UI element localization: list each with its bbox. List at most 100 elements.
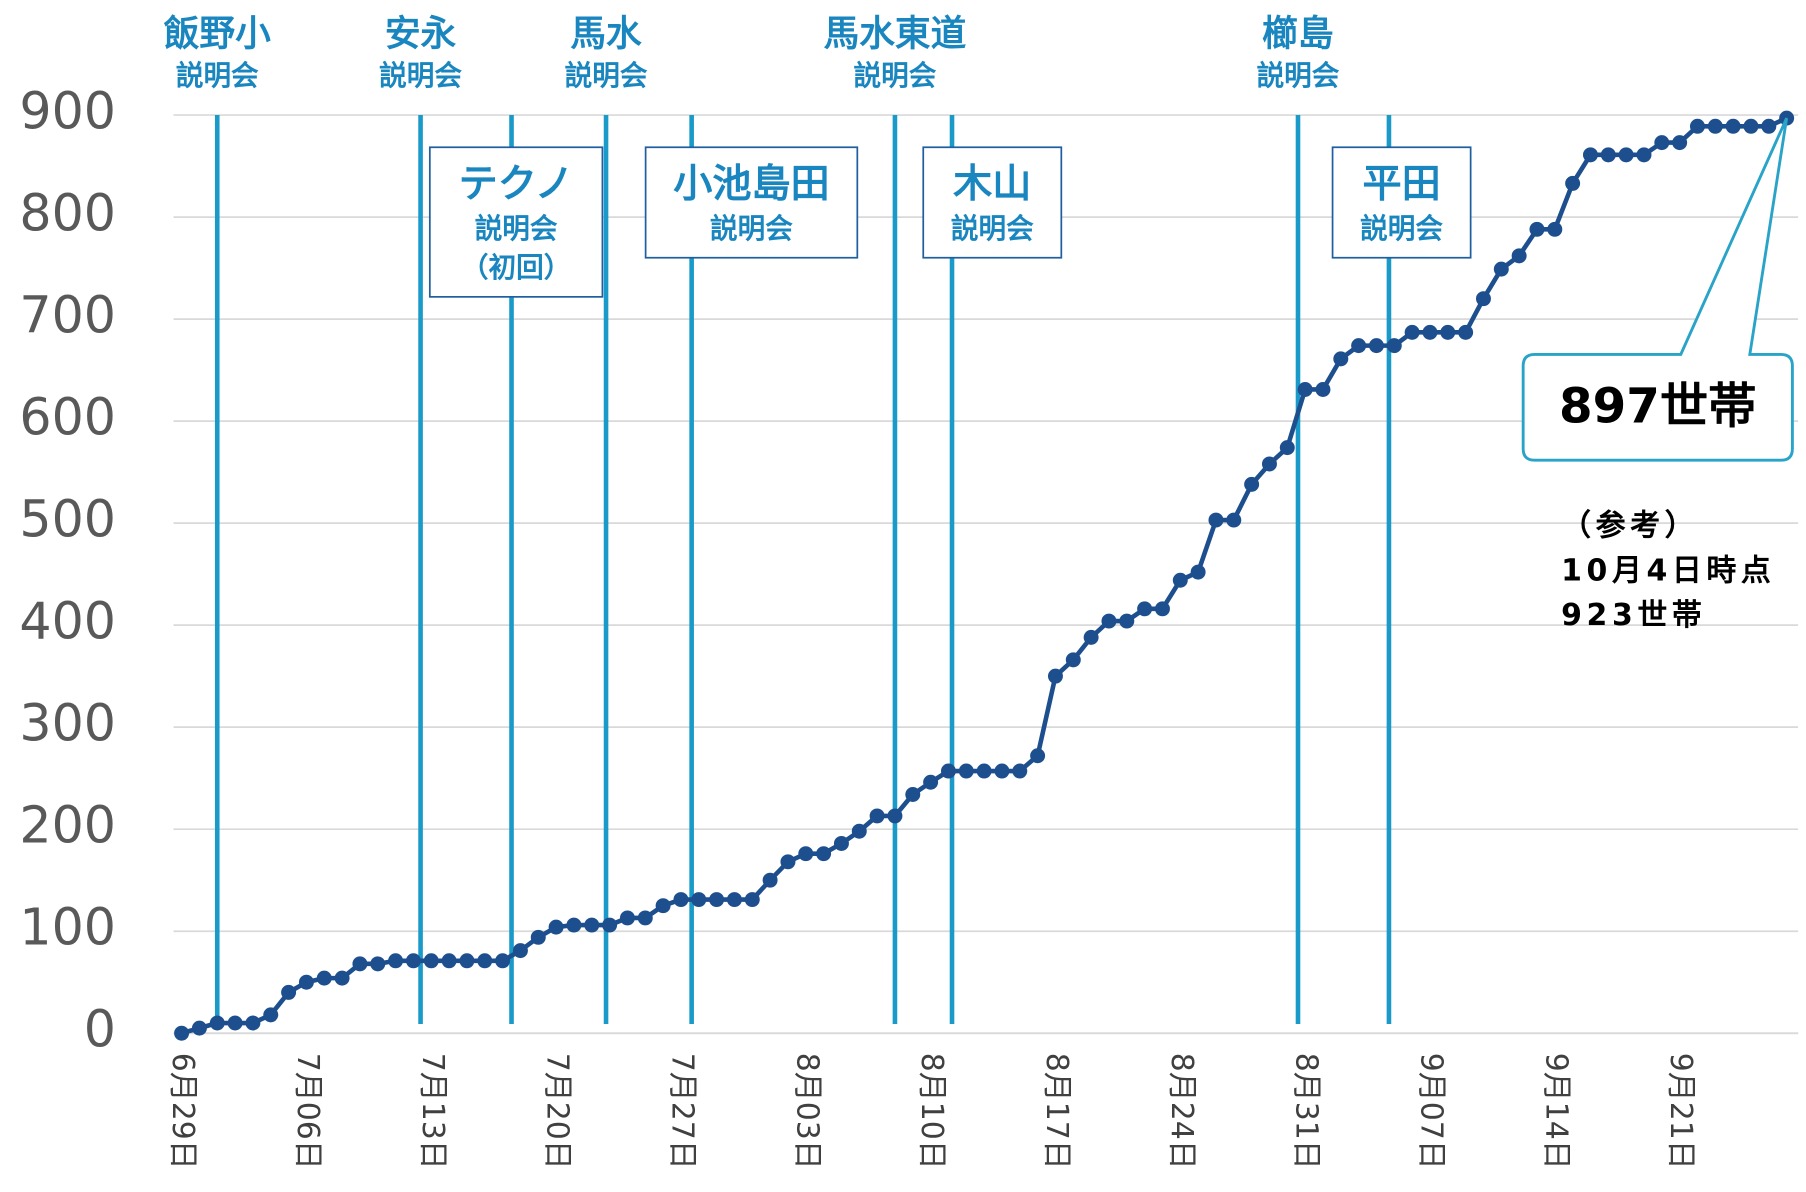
data-point xyxy=(298,974,314,990)
event-label: 小池島田 xyxy=(673,162,829,207)
x-tick-label: 9月14日 xyxy=(1538,1053,1573,1170)
data-point xyxy=(174,1025,190,1041)
data-point xyxy=(1404,324,1420,340)
data-point xyxy=(1743,118,1759,134)
x-tick-label: 8月10日 xyxy=(914,1053,949,1170)
data-point xyxy=(1582,147,1598,163)
data-point xyxy=(1119,613,1135,629)
data-point xyxy=(869,808,885,824)
data-point xyxy=(1440,324,1456,340)
event-label: 説明会 xyxy=(951,212,1034,245)
data-point xyxy=(1333,351,1349,367)
event-label: 説明会 xyxy=(710,212,793,245)
data-point xyxy=(691,892,707,908)
data-point xyxy=(334,970,350,986)
data-point xyxy=(976,763,992,779)
data-point xyxy=(405,953,421,969)
data-point xyxy=(816,846,832,862)
y-tick-label: 300 xyxy=(19,694,116,753)
data-point xyxy=(1475,291,1491,307)
data-point xyxy=(388,953,404,969)
x-tick-label: 8月31日 xyxy=(1289,1053,1324,1170)
event-label: 安永 xyxy=(385,14,457,55)
data-point xyxy=(602,917,618,933)
data-point xyxy=(709,892,725,908)
event-label: 飯野小 xyxy=(164,14,271,55)
data-point xyxy=(1208,512,1224,528)
data-point xyxy=(263,1007,279,1023)
data-point xyxy=(1386,338,1402,354)
x-tick-label: 7月13日 xyxy=(415,1053,450,1170)
callout-box xyxy=(1521,117,1794,462)
note-text: 10月4日時点 xyxy=(1561,553,1775,588)
data-point xyxy=(726,892,742,908)
data-point xyxy=(1154,601,1170,617)
x-tick-label: 9月21日 xyxy=(1663,1053,1698,1170)
event-label: テクノ xyxy=(459,162,574,207)
data-point xyxy=(1654,135,1670,151)
data-point xyxy=(1458,324,1474,340)
data-point xyxy=(923,774,939,790)
data-point xyxy=(1707,118,1723,134)
data-point xyxy=(566,917,582,933)
data-point xyxy=(1065,652,1081,668)
data-point xyxy=(1689,118,1705,134)
event-label: 説明会 xyxy=(1257,59,1340,92)
data-point xyxy=(1101,613,1117,629)
data-point xyxy=(459,953,475,969)
data-point xyxy=(423,953,439,969)
event-label: （初回） xyxy=(461,251,571,284)
data-point xyxy=(744,892,760,908)
event-box xyxy=(922,146,1063,259)
data-point xyxy=(1511,248,1527,264)
data-point xyxy=(655,898,671,914)
data-point xyxy=(1636,147,1652,163)
data-point xyxy=(994,763,1010,779)
data-point xyxy=(495,953,511,969)
event-box xyxy=(644,146,859,259)
callout-text: 897世帯 xyxy=(1559,379,1756,435)
y-tick-label: 100 xyxy=(19,898,116,957)
data-point xyxy=(1529,221,1545,237)
x-tick-label: 7月27日 xyxy=(664,1053,699,1170)
data-point xyxy=(1672,135,1688,151)
data-point xyxy=(245,1015,261,1031)
event-label: 櫛島 xyxy=(1262,14,1333,55)
data-point xyxy=(530,929,546,945)
x-tick-label: 7月06日 xyxy=(290,1053,325,1170)
data-point xyxy=(958,763,974,779)
data-point xyxy=(1493,261,1509,277)
data-point xyxy=(1047,668,1063,684)
data-point xyxy=(1600,147,1616,163)
data-point xyxy=(316,970,332,986)
data-point xyxy=(584,917,600,933)
x-tick-label: 6月29日 xyxy=(165,1053,200,1170)
data-point xyxy=(1297,382,1313,397)
data-point xyxy=(1172,572,1188,588)
y-tick-label: 800 xyxy=(19,184,116,243)
y-tick-label: 0 xyxy=(84,1000,116,1059)
event-label: 説明会 xyxy=(854,59,937,92)
data-point xyxy=(1279,440,1295,456)
data-point xyxy=(780,854,796,870)
event-label: 平田 xyxy=(1362,162,1440,207)
data-point xyxy=(352,956,368,972)
data-point xyxy=(1137,601,1153,617)
data-point xyxy=(1547,221,1563,237)
data-point xyxy=(637,910,653,926)
event-label: 説明会 xyxy=(379,59,462,92)
data-point xyxy=(1725,118,1741,134)
data-point xyxy=(548,919,564,935)
data-point xyxy=(1368,338,1384,354)
data-point xyxy=(619,910,635,926)
data-point xyxy=(1261,456,1277,472)
x-tick-label: 9月07日 xyxy=(1413,1053,1448,1170)
note-text: 923世帯 xyxy=(1561,598,1706,633)
data-point xyxy=(1012,763,1028,779)
data-point xyxy=(1190,564,1206,580)
x-tick-label: 8月03日 xyxy=(789,1053,824,1170)
data-point xyxy=(940,763,956,779)
y-tick-label: 400 xyxy=(19,592,116,651)
event-label: 説明会 xyxy=(475,212,558,245)
